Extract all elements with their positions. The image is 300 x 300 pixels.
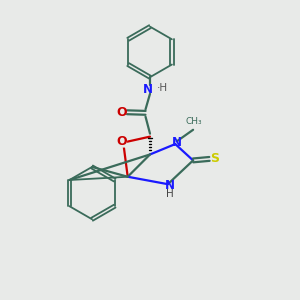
Text: O: O (116, 106, 127, 119)
Text: CH₃: CH₃ (185, 117, 202, 126)
Text: O: O (116, 135, 127, 148)
Text: O: O (116, 135, 127, 148)
Text: H: H (166, 189, 174, 199)
Text: N: N (172, 136, 182, 149)
Text: S: S (210, 152, 219, 165)
Text: ·H: ·H (157, 83, 168, 93)
Text: N: N (142, 82, 153, 96)
Text: N: N (165, 179, 175, 192)
